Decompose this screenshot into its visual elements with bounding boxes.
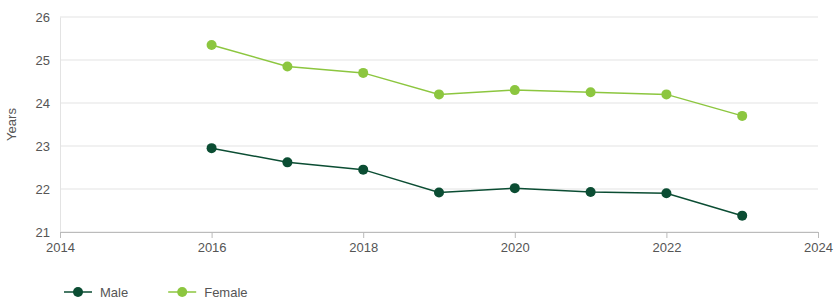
series-point bbox=[282, 157, 292, 167]
x-tick: 2024 bbox=[804, 232, 833, 255]
y-tick-label: 22 bbox=[36, 182, 50, 197]
grid-line bbox=[60, 146, 818, 147]
y-axis: 21 22 23 24 25 26 bbox=[36, 10, 61, 240]
x-tick: 2014 bbox=[46, 232, 75, 255]
series-point bbox=[661, 188, 671, 198]
x-tick-label: 2018 bbox=[349, 240, 378, 255]
series-point bbox=[737, 111, 747, 121]
grid-line bbox=[60, 17, 818, 18]
x-tick-mark bbox=[212, 232, 213, 238]
y-tick: 26 bbox=[36, 10, 60, 25]
x-tick-mark bbox=[515, 232, 516, 238]
legend-label: Female bbox=[204, 285, 247, 300]
x-tick: 2020 bbox=[501, 232, 530, 255]
series-point bbox=[510, 85, 520, 95]
series-point bbox=[434, 187, 444, 197]
marks bbox=[207, 40, 748, 221]
legend-marker bbox=[177, 287, 187, 297]
series-point bbox=[358, 165, 368, 175]
x-tick-mark bbox=[60, 232, 61, 238]
series-point bbox=[207, 143, 217, 153]
y-tick-label: 24 bbox=[36, 96, 50, 111]
grid-line bbox=[60, 103, 818, 104]
series-line bbox=[212, 45, 743, 116]
y-tick: 21 bbox=[36, 225, 60, 240]
y-tick-label: 25 bbox=[36, 53, 50, 68]
legend-marker bbox=[73, 287, 83, 297]
y-tick: 23 bbox=[36, 139, 60, 154]
chart: 21 22 23 24 25 26 2014 2016 2018 2020 2022 2024 Year… bbox=[0, 0, 840, 300]
x-tick-label: 2020 bbox=[501, 240, 530, 255]
series-point bbox=[586, 87, 596, 97]
x-tick-label: 2024 bbox=[804, 240, 833, 255]
series-point bbox=[586, 187, 596, 197]
x-tick-label: 2016 bbox=[198, 240, 227, 255]
x-tick-label: 2022 bbox=[652, 240, 681, 255]
series-point bbox=[282, 61, 292, 71]
y-tick-label: 21 bbox=[36, 225, 50, 240]
plot: 21 22 23 24 25 26 2014 2016 2018 2020 2022 2024 bbox=[36, 10, 833, 256]
x-axis: 2014 2016 2018 2020 2022 2024 bbox=[46, 232, 833, 255]
x-tick-mark bbox=[818, 232, 819, 238]
x-tick: 2022 bbox=[652, 232, 681, 255]
series-point bbox=[358, 68, 368, 78]
x-tick: 2018 bbox=[349, 232, 378, 255]
y-tick: 22 bbox=[36, 182, 60, 197]
x-tick-mark bbox=[666, 232, 667, 238]
series-point bbox=[207, 40, 217, 50]
legend: Male Female bbox=[64, 285, 248, 300]
grid bbox=[60, 17, 818, 232]
legend-item: Female bbox=[168, 285, 247, 300]
series-point bbox=[661, 89, 671, 99]
x-tick: 2016 bbox=[198, 232, 227, 255]
y-tick-label: 26 bbox=[36, 10, 50, 25]
y-axis-title: Years bbox=[4, 108, 19, 141]
grid-line bbox=[60, 60, 818, 61]
y-tick: 24 bbox=[36, 96, 60, 111]
x-axis-line bbox=[61, 233, 819, 239]
series-point bbox=[510, 183, 520, 193]
series-point bbox=[737, 211, 747, 221]
series-line bbox=[212, 148, 743, 216]
y-axis-line bbox=[60, 18, 61, 233]
x-tick-mark bbox=[363, 232, 364, 238]
series-point bbox=[434, 89, 444, 99]
y-tick: 25 bbox=[36, 53, 60, 68]
y-tick-label: 23 bbox=[36, 139, 50, 154]
legend-item: Male bbox=[64, 285, 128, 300]
legend-label: Male bbox=[100, 285, 128, 300]
x-tick-label: 2014 bbox=[46, 240, 75, 255]
